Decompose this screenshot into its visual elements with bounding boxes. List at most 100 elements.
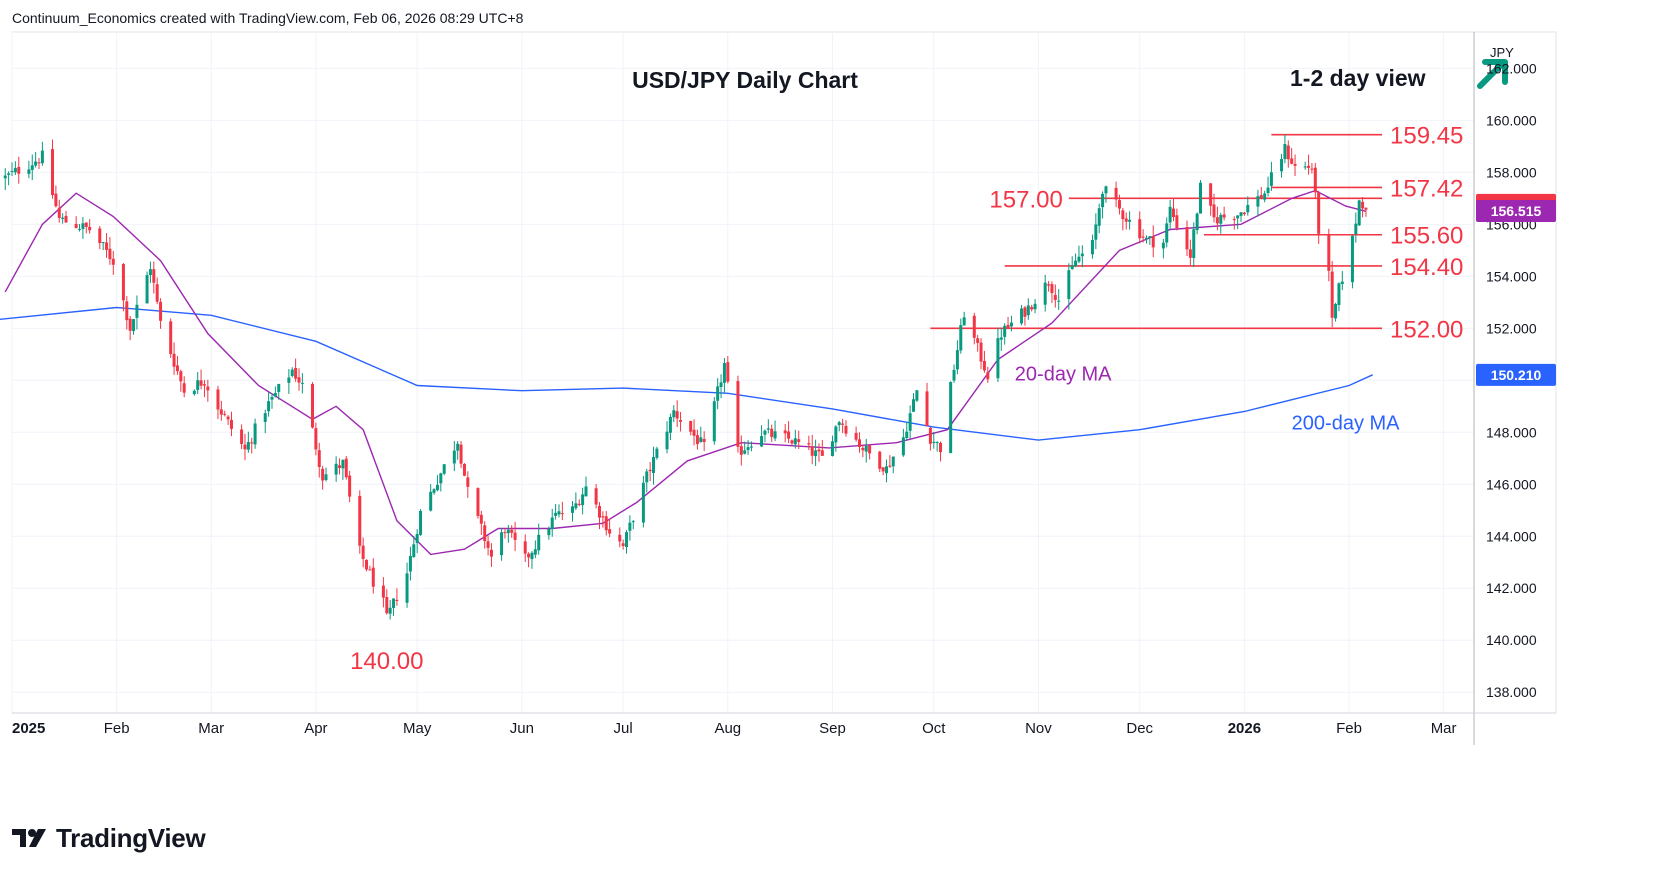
candle-body (10, 171, 14, 173)
candle-body (294, 367, 298, 379)
candle-body (881, 467, 885, 472)
candle-body (223, 413, 227, 415)
arrow-up-right-icon (1477, 59, 1508, 89)
candle-body (483, 525, 487, 542)
tradingview-logo[interactable]: TradingView (12, 822, 206, 854)
x-tick-label: Nov (1025, 720, 1052, 737)
candle-body (500, 532, 504, 556)
candle-body (1090, 240, 1094, 255)
level-label: 157.00 (989, 186, 1062, 213)
candle-body (1269, 172, 1273, 186)
candle-body (277, 384, 281, 393)
candle-body (510, 529, 514, 533)
y-tick-label: 138.000 (1486, 684, 1537, 700)
y-tick-label: 160.000 (1486, 112, 1537, 128)
candle-body (797, 439, 801, 443)
candle-body (652, 457, 656, 474)
candle-body (506, 529, 510, 534)
candle-body (128, 318, 132, 331)
candle-body (952, 369, 956, 381)
candle-body (442, 464, 446, 474)
candle-body (598, 505, 602, 518)
ma-label: 20-day MA (1015, 363, 1112, 385)
candle-body (253, 423, 257, 445)
y-tick-label: 152.000 (1486, 320, 1537, 336)
candle-body (1161, 242, 1165, 249)
price-badge (1476, 363, 1556, 386)
candle-body (1232, 219, 1236, 221)
candle-body (1242, 212, 1246, 215)
candle-body (1259, 195, 1263, 199)
candle-body (1354, 223, 1358, 234)
candle-body (959, 325, 963, 351)
candle-body (466, 477, 470, 487)
candle-body (884, 466, 888, 474)
candle-body (1340, 281, 1344, 285)
x-tick-label: May (403, 720, 432, 737)
currency-label: JPY (1490, 45, 1514, 60)
candle-body (905, 431, 909, 438)
tradingview-logo-text: TradingView (56, 822, 206, 853)
candle-body (57, 207, 61, 218)
candle-body (861, 447, 865, 451)
candle-body (121, 264, 125, 301)
candle-body (645, 471, 649, 483)
candle-body (1023, 307, 1027, 317)
candle-body (34, 161, 38, 166)
candle-body (817, 449, 821, 452)
candle-body (358, 495, 362, 546)
candle-body (263, 413, 267, 422)
candle-body (625, 532, 629, 548)
candle-body (1074, 260, 1078, 267)
candle-body (770, 428, 774, 437)
candle-body (192, 390, 196, 395)
candle-body (365, 559, 369, 570)
candle-body (719, 382, 723, 387)
candle-body (972, 315, 976, 338)
candle-body (1171, 208, 1175, 218)
candle-body (61, 217, 65, 219)
candle-body (405, 573, 409, 603)
candle-body (206, 386, 210, 391)
candle-body (334, 463, 338, 475)
candle-body (132, 319, 136, 332)
candle-body (30, 165, 34, 170)
candle-body (40, 150, 44, 164)
candle-body (1070, 265, 1074, 270)
candle-body (793, 438, 797, 445)
candle-body (1283, 144, 1287, 160)
candle-body (999, 337, 1003, 340)
candle-body (1246, 204, 1250, 213)
candle-body (476, 488, 480, 516)
candle-body (790, 440, 794, 444)
candle-body (27, 169, 31, 174)
candle-body (503, 532, 507, 534)
candle-body (932, 441, 936, 443)
candle-body (760, 436, 764, 447)
candle-body (371, 567, 375, 587)
candle-body (1266, 187, 1270, 194)
candle-body (618, 534, 622, 542)
candle-body (462, 463, 466, 476)
candle-body (1138, 219, 1142, 239)
candle-body (1361, 201, 1365, 209)
candle-body (689, 420, 693, 432)
candle-body (547, 528, 551, 536)
candle-body (408, 556, 412, 572)
candle-body (290, 369, 294, 377)
candle-body (246, 442, 250, 450)
candle-body (668, 416, 672, 433)
candle-body (1307, 165, 1311, 168)
candle-body (64, 215, 68, 223)
candle-body (935, 442, 939, 444)
candle-body (1209, 183, 1213, 206)
candle-body (621, 543, 625, 546)
candle-body (179, 371, 183, 382)
candle-body (1263, 193, 1267, 200)
candle-body (155, 284, 159, 302)
candle-body (1006, 324, 1010, 328)
candle-body (1327, 235, 1331, 271)
candle-body (1097, 208, 1101, 226)
candle-body (915, 390, 919, 401)
